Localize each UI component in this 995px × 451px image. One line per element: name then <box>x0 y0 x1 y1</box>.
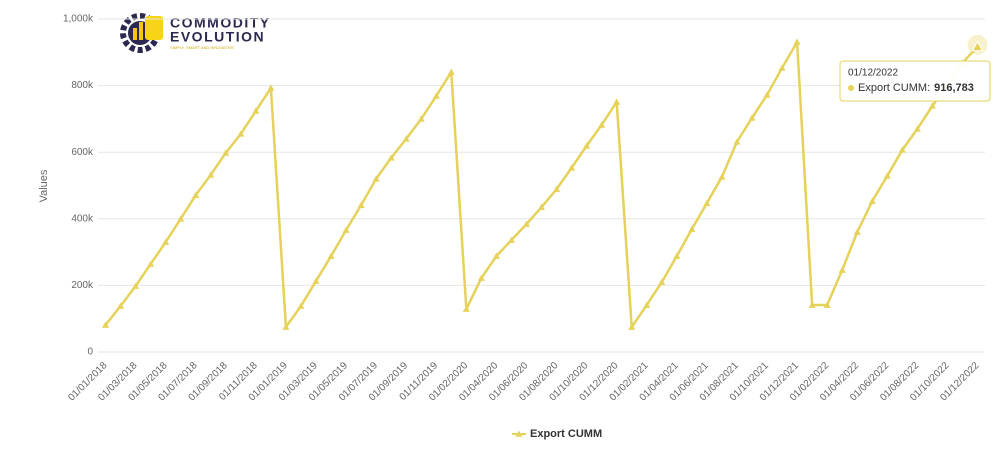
data-point <box>583 142 591 149</box>
data-point <box>387 154 395 161</box>
data-point <box>838 266 846 273</box>
data-point <box>147 260 155 267</box>
tooltip: 01/12/2022 Export CUMM: 916,783 <box>839 60 991 102</box>
data-point <box>808 301 816 308</box>
tooltip-date: 01/12/2022 <box>848 68 898 79</box>
tooltip-box <box>839 60 991 102</box>
data-point <box>507 236 515 243</box>
data-point <box>162 238 170 245</box>
y-tick-label: 800k <box>71 80 94 91</box>
data-point <box>117 302 125 309</box>
tooltip-series: Export CUMM <box>858 82 927 94</box>
data-point <box>628 323 636 330</box>
data-point <box>703 199 711 206</box>
logo-text: EVOLUTION <box>170 29 265 45</box>
y-tick-label: 1,000k <box>63 14 94 25</box>
logo-bar <box>145 16 163 40</box>
data-point <box>928 102 936 109</box>
logo: COMMODITY EVOLUTION SIMPLY, SMART AND IN… <box>120 13 269 53</box>
data-point <box>447 68 455 75</box>
data-point <box>688 225 696 232</box>
data-point <box>282 323 290 330</box>
tooltip-text: Export CUMM: 916,783 <box>858 82 974 94</box>
tooltip-value: 916,783 <box>934 82 974 94</box>
data-point <box>718 173 726 180</box>
data-point <box>297 302 305 309</box>
data-point <box>658 278 666 285</box>
data-point <box>793 38 801 45</box>
y-tick-label: 600k <box>71 147 94 158</box>
data-point <box>492 252 500 259</box>
data-point <box>372 175 380 182</box>
data-point <box>402 135 410 142</box>
data-point <box>192 191 200 198</box>
y-tick-label: 400k <box>71 213 94 224</box>
data-point <box>522 220 530 227</box>
data-point <box>207 171 215 178</box>
data-point <box>342 226 350 233</box>
data-point <box>853 228 861 235</box>
logo-bar <box>139 22 143 40</box>
data-point <box>643 301 651 308</box>
legend-label: Export CUMM <box>530 428 602 440</box>
data-point <box>778 64 786 71</box>
logo-tagline: SIMPLY, SMART AND INNOVATIVE <box>170 45 234 50</box>
data-point <box>177 215 185 222</box>
data-point <box>312 277 320 284</box>
data-point <box>252 107 260 114</box>
data-point <box>222 149 230 156</box>
data-point <box>102 321 110 328</box>
data-point <box>913 125 921 132</box>
tooltip-dot <box>848 85 854 91</box>
data-point <box>613 98 621 105</box>
y-tick-label: 0 <box>87 347 93 358</box>
data-point <box>237 130 245 137</box>
data-point <box>357 201 365 208</box>
legend-marker <box>515 430 523 437</box>
data-point <box>327 252 335 259</box>
data-point <box>432 92 440 99</box>
data-point <box>553 185 561 192</box>
data-point <box>823 301 831 308</box>
data-point <box>733 138 741 145</box>
data-point <box>462 305 470 312</box>
data-point <box>673 252 681 259</box>
data-point <box>417 115 425 122</box>
data-point <box>898 146 906 153</box>
data-point <box>868 197 876 204</box>
data-point <box>883 172 891 179</box>
data-point <box>748 114 756 121</box>
data-point <box>763 91 771 98</box>
y-axis-title: Values <box>38 169 50 202</box>
tooltip-sep: : <box>927 82 930 94</box>
data-point <box>132 282 140 289</box>
data-point <box>538 203 545 210</box>
data-point <box>477 274 485 281</box>
logo-bar <box>133 28 137 40</box>
data-point <box>598 121 606 128</box>
hover-point <box>971 40 984 52</box>
data-point <box>568 164 576 171</box>
data-point <box>267 84 275 91</box>
y-tick-label: 200k <box>71 280 94 291</box>
